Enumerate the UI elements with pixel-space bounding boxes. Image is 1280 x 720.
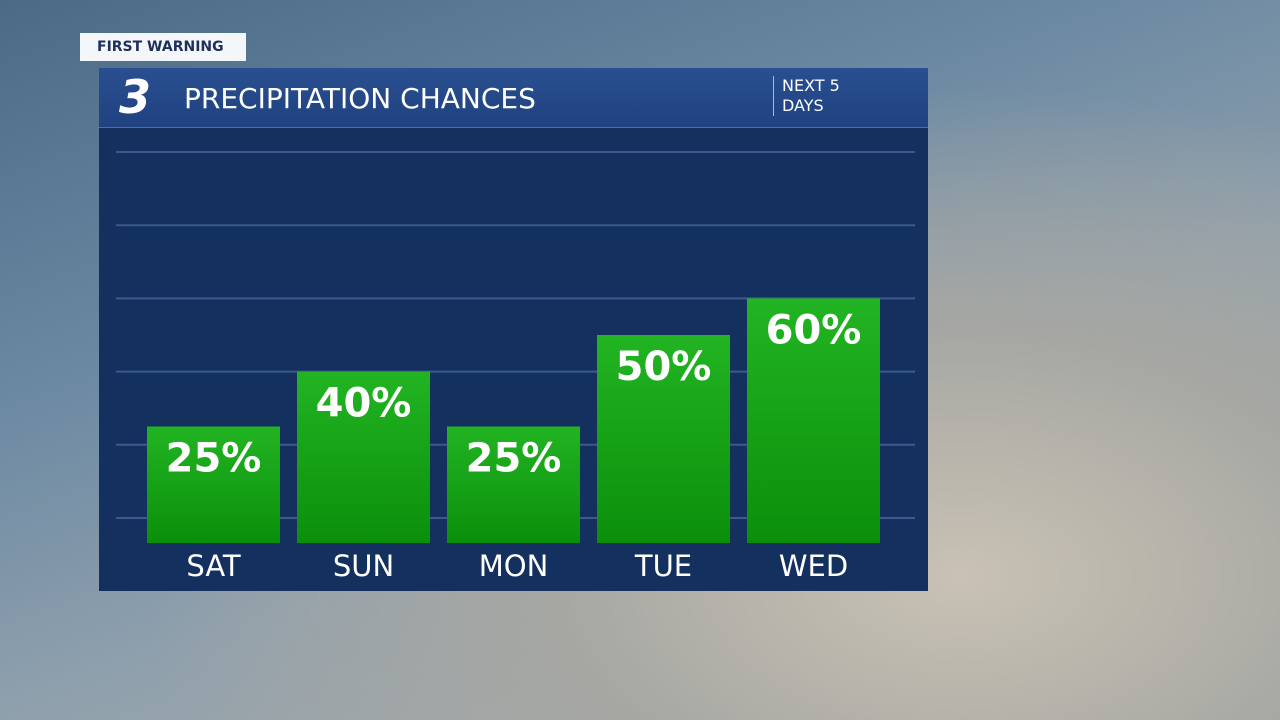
bar: [597, 335, 730, 543]
value-label: 25%: [466, 436, 562, 482]
bar: [747, 298, 880, 543]
bar: [147, 426, 280, 543]
logo: 3: [119, 70, 152, 124]
chart-subtitle: NEXT 5 DAYS: [773, 76, 862, 116]
value-label: 25%: [166, 436, 262, 482]
x-tick-label: SUN: [333, 549, 394, 583]
x-tick-label: SAT: [186, 549, 241, 583]
header: 3 PRECIPITATION CHANCES NEXT 5 DAYS: [99, 68, 928, 128]
x-tick-label: WED: [779, 549, 848, 583]
bar: [297, 371, 430, 543]
value-label: 40%: [316, 381, 412, 427]
chart-title: PRECIPITATION CHANCES: [184, 82, 536, 115]
x-tick-label: MON: [479, 549, 549, 583]
badge: FIRST WARNING: [80, 33, 246, 61]
x-tick-label: TUE: [634, 549, 692, 583]
value-label: 50%: [616, 344, 712, 390]
bar: [447, 426, 580, 543]
value-label: 60%: [766, 307, 862, 353]
